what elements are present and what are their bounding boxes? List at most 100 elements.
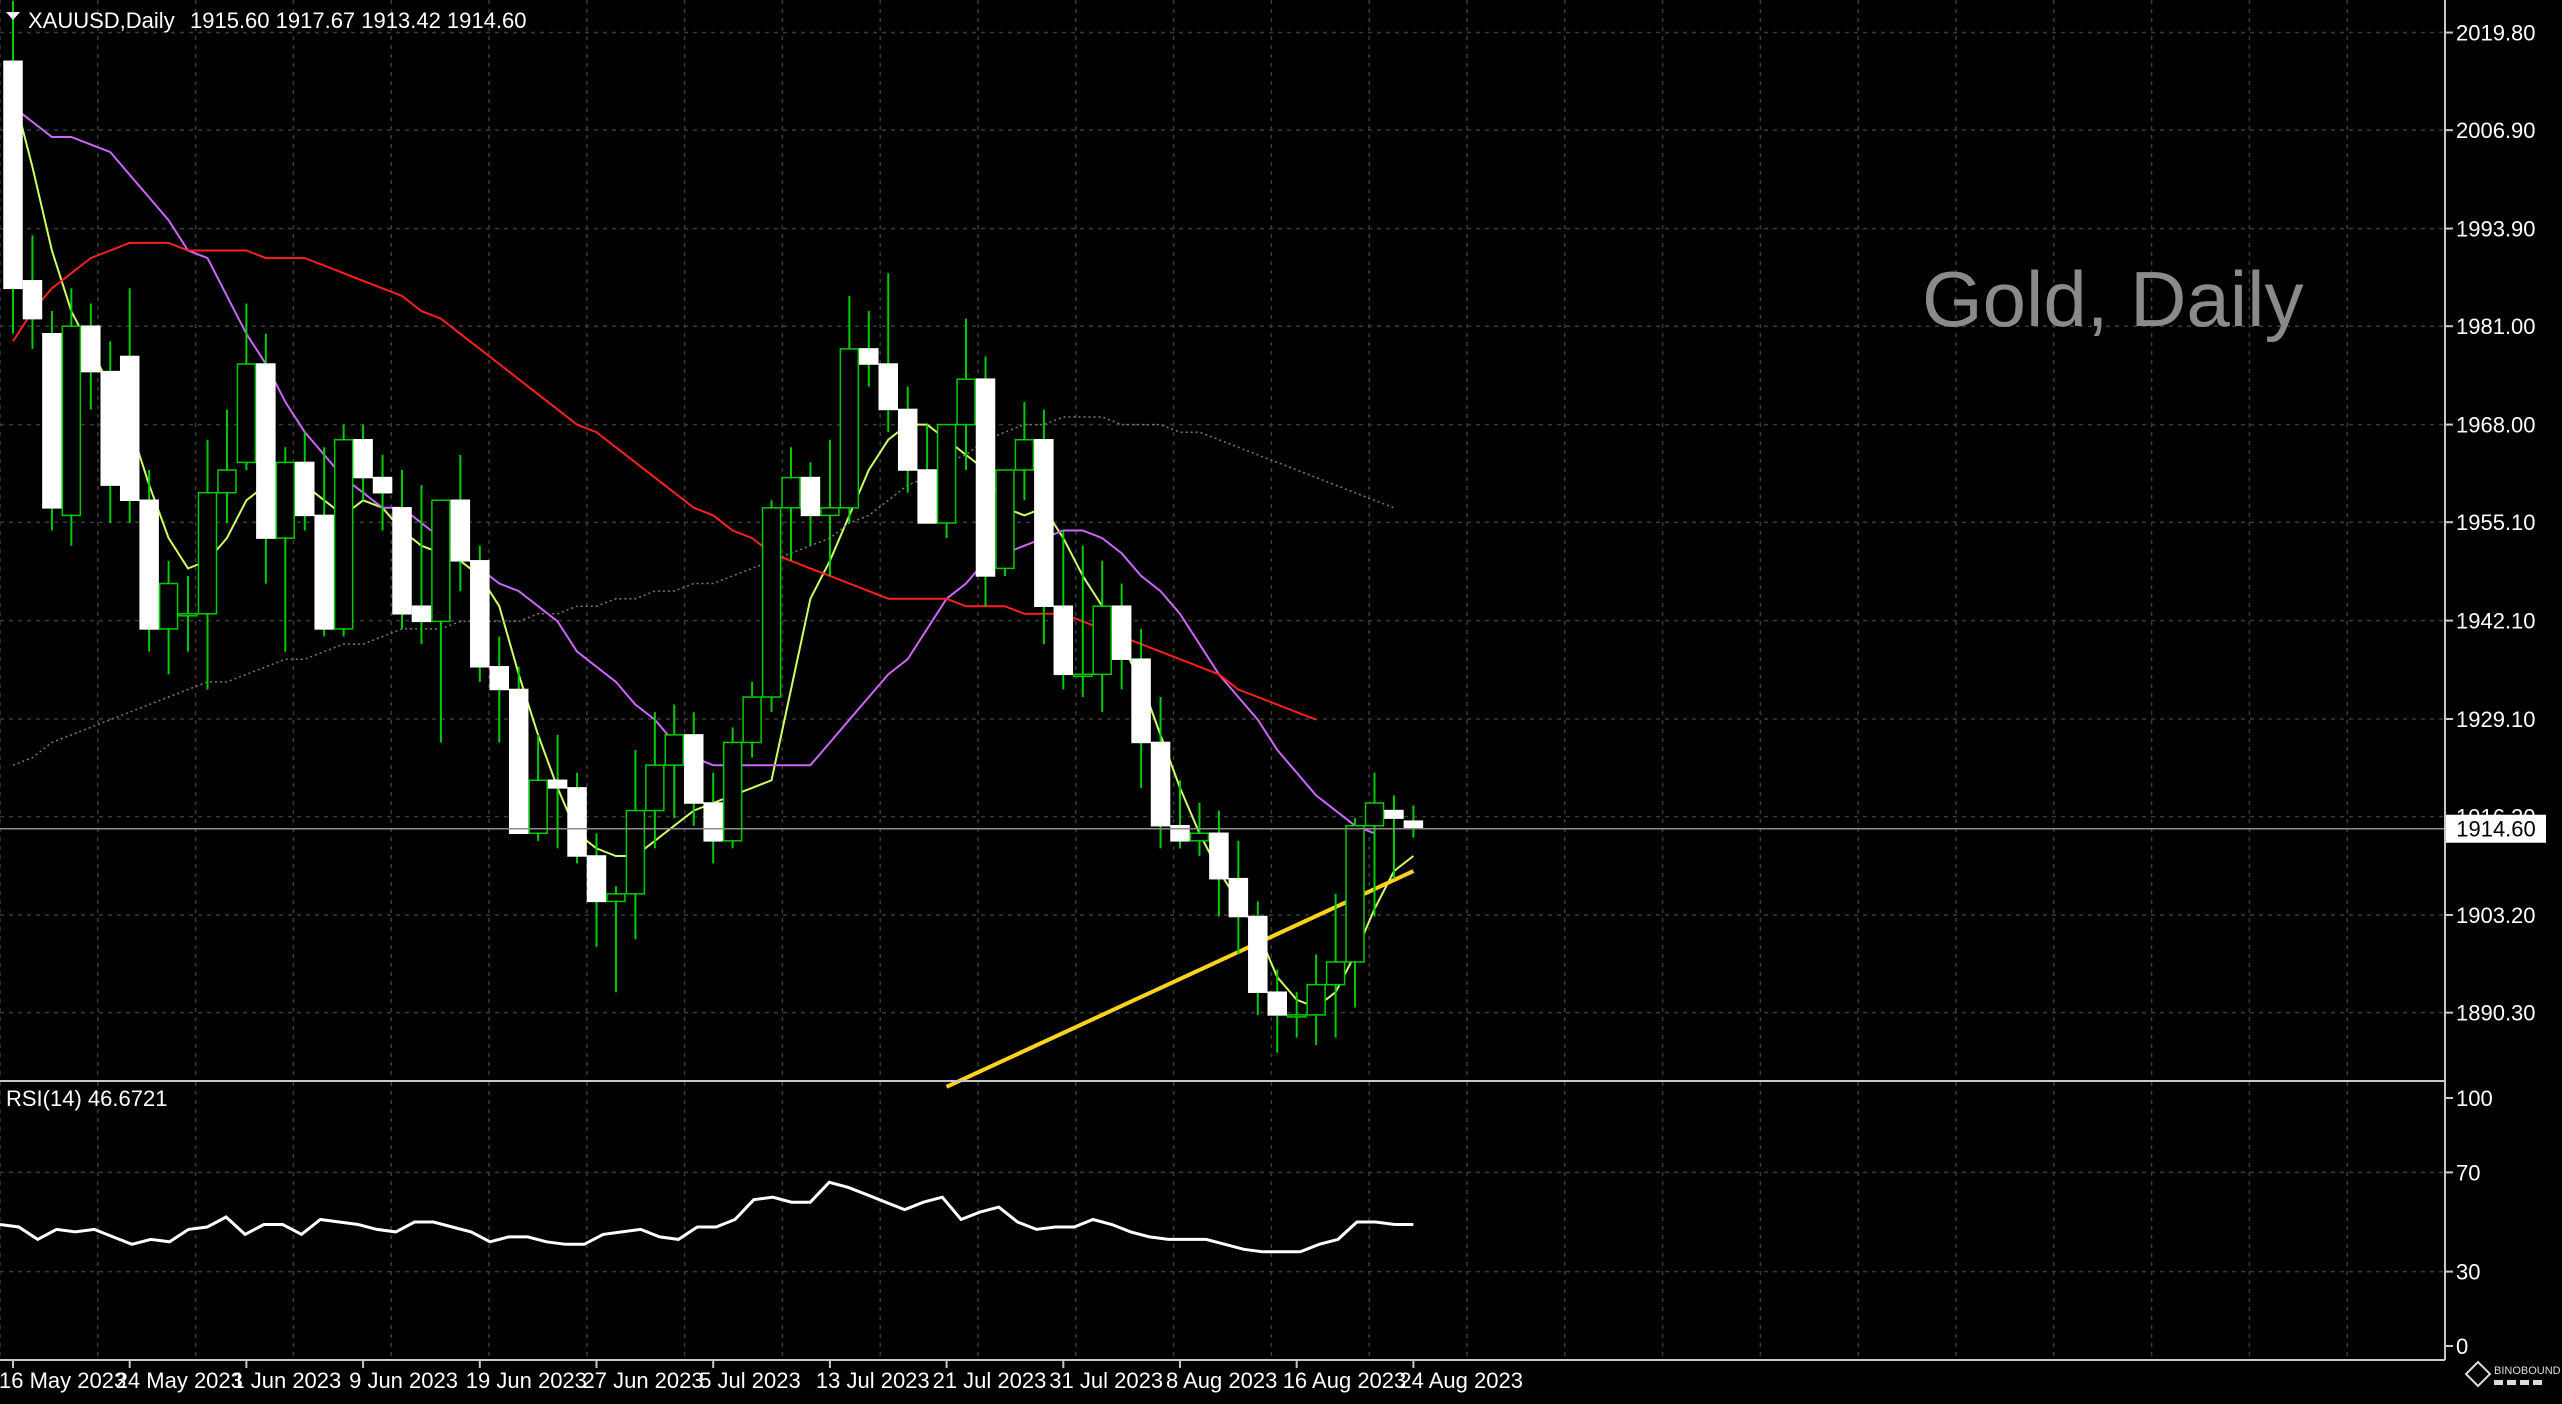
candle[interactable] (1306, 954, 1326, 1046)
candle-body-bearish (800, 476, 821, 517)
candle[interactable] (800, 462, 821, 546)
candle[interactable] (995, 469, 1015, 576)
candle[interactable] (645, 712, 665, 849)
candle[interactable] (295, 432, 315, 531)
candle[interactable] (761, 500, 782, 713)
candle[interactable] (1073, 545, 1093, 698)
candle-body-bearish (684, 734, 704, 804)
candle[interactable] (781, 447, 801, 561)
candle[interactable] (1228, 840, 1249, 955)
candle[interactable] (3, 0, 23, 334)
candle[interactable] (236, 303, 257, 470)
candle[interactable] (1111, 583, 1132, 690)
candle[interactable] (606, 886, 626, 993)
candle[interactable] (81, 303, 101, 410)
candle[interactable] (22, 235, 43, 349)
candle[interactable] (722, 727, 743, 849)
candle-body-bearish (547, 779, 568, 789)
candle[interactable] (178, 575, 198, 652)
candle[interactable] (100, 341, 120, 523)
menu-triangle-icon[interactable] (6, 12, 20, 20)
candle[interactable] (1364, 772, 1385, 917)
candle-body-bullish (528, 779, 548, 835)
candle-body-bearish (1053, 605, 1074, 676)
candle-body-bullish (820, 507, 840, 517)
candle[interactable] (333, 424, 354, 637)
candle-body-bearish (703, 802, 723, 842)
candle[interactable] (42, 311, 62, 531)
candle[interactable] (742, 681, 762, 758)
candle[interactable] (528, 734, 548, 841)
price-tick-label: 2019.80 (2456, 21, 2536, 46)
candle[interactable] (1131, 628, 1151, 788)
candle[interactable] (956, 318, 976, 470)
candle-body-bearish (1131, 658, 1151, 744)
candle-body-bearish (81, 325, 101, 373)
candle[interactable] (353, 424, 373, 501)
candle[interactable] (1403, 805, 1424, 838)
candle[interactable] (450, 454, 471, 592)
candle[interactable] (1053, 530, 1074, 690)
candle[interactable] (703, 772, 723, 864)
candle[interactable] (158, 560, 179, 675)
candle[interactable] (256, 333, 276, 584)
candle[interactable] (820, 439, 840, 576)
candle-body-bearish (1150, 741, 1171, 827)
candle[interactable] (684, 712, 704, 826)
candle[interactable] (859, 311, 879, 387)
candle[interactable] (1150, 697, 1171, 849)
candle-body-bullish (742, 696, 762, 744)
candle[interactable] (411, 485, 432, 645)
candle[interactable] (1286, 992, 1307, 1038)
candle[interactable] (372, 454, 393, 531)
candle[interactable] (508, 666, 529, 835)
candle[interactable] (1209, 810, 1229, 917)
candle[interactable] (197, 439, 218, 690)
candle[interactable] (1034, 409, 1054, 645)
candle[interactable] (1384, 795, 1404, 879)
candle-body-bearish (1111, 605, 1132, 660)
time-tick-label: 16 May 2023 (0, 1368, 126, 1393)
price-tick-label: 1981.00 (2456, 314, 2536, 339)
candle[interactable] (1092, 560, 1112, 713)
candle[interactable] (1170, 780, 1190, 849)
candle[interactable] (1325, 893, 1346, 1038)
candle[interactable] (917, 424, 937, 524)
candle[interactable] (61, 288, 82, 546)
candle[interactable] (1014, 401, 1035, 501)
candle-body-bearish (100, 370, 120, 486)
price-tick-label: 2006.90 (2456, 118, 2536, 143)
candle[interactable] (547, 734, 568, 849)
candle[interactable] (975, 356, 996, 607)
candle[interactable] (1345, 818, 1365, 1008)
candle[interactable] (431, 499, 451, 743)
candle[interactable] (314, 447, 334, 637)
candle[interactable] (1267, 969, 1287, 1053)
candle[interactable] (839, 295, 860, 523)
candle[interactable] (119, 288, 140, 523)
candle-body-bullish (1286, 1014, 1307, 1018)
candle-body-bullish (1014, 438, 1035, 471)
candle[interactable] (567, 772, 587, 864)
candle-body-bearish (372, 476, 393, 494)
candle[interactable] (392, 469, 412, 629)
candle[interactable] (664, 704, 685, 819)
candle[interactable] (139, 469, 159, 652)
candle-body-bearish (3, 60, 23, 290)
price-tick-label: 1929.10 (2456, 707, 2536, 732)
candle[interactable] (897, 386, 918, 493)
candle[interactable] (586, 833, 607, 947)
candle[interactable] (470, 545, 490, 682)
candle[interactable] (275, 447, 296, 652)
candle[interactable] (489, 636, 509, 743)
candle-body-bearish (392, 507, 412, 615)
price-tick-label: 1955.10 (2456, 510, 2536, 535)
candle[interactable] (217, 409, 237, 523)
candle[interactable] (878, 273, 898, 433)
candle[interactable] (625, 750, 646, 940)
candle[interactable] (1189, 802, 1210, 856)
candle[interactable] (936, 423, 957, 539)
candle[interactable] (1248, 901, 1268, 1015)
